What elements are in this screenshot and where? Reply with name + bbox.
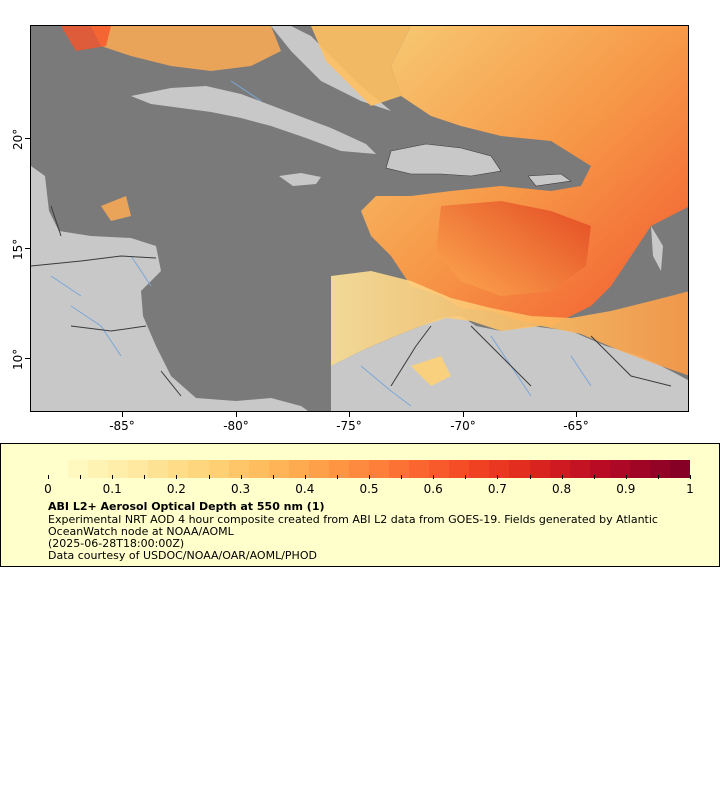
colorbar-swatch [108,460,129,478]
y-tick-label: 10° [11,348,25,370]
colorbar-tick-mark [369,475,370,479]
x-tick-label: -70° [450,419,476,433]
colorbar-tick-mark [690,475,691,479]
colorbar-tick-label: 0.3 [231,482,251,496]
legend-title: ABI L2+ Aerosol Optical Depth at 550 nm … [48,500,325,513]
colorbar-swatch [369,460,390,478]
aod-nw-patch [61,26,111,51]
land-cuba [131,86,376,154]
aod-south-coast [411,356,451,386]
land-puerto-rico [528,174,571,186]
aod-west-patch [101,196,131,221]
y-tick-label: 15° [11,238,25,260]
colorbar-tick-mark [48,475,49,479]
colorbar-swatch [629,460,650,478]
colorbar-tick-mark [304,475,306,479]
x-tick-label: -80° [223,419,249,433]
x-tick-label: -85° [109,419,135,433]
colorbar-swatch [168,460,189,478]
legend-description: Experimental NRT AOD 4 hour composite cr… [48,513,662,538]
legend-timestamp: (2025-06-28T18:00:00Z) [48,537,185,550]
colorbar-swatch [529,460,550,478]
colorbar-swatch [68,460,89,478]
aod-north-coast [311,26,411,106]
colorbar-tick-label: 0.8 [552,482,572,496]
aod-plume-south [331,271,688,376]
land-hispaniola [386,144,501,176]
colorbar-swatch [389,460,410,478]
colorbar-swatch [429,460,450,478]
colorbar-tick-label: 0.5 [359,482,379,496]
colorbar-tick-label: 0.4 [295,482,315,496]
colorbar-swatch [148,460,169,478]
land-lesser-antilles [651,226,663,271]
colorbar-swatch [188,460,209,478]
colorbar-swatch [228,460,249,478]
legend-panel: ABI L2+ Aerosol Optical Depth at 550 nm … [0,443,720,567]
colorbar-swatch [409,460,430,478]
colorbar-tick-label: 0.2 [166,482,186,496]
colorbar-swatch [328,460,349,478]
colorbar-swatch [509,460,530,478]
colorbar-swatch [549,460,570,478]
colorbar-tick-mark [593,475,595,479]
aod-map [31,26,688,411]
land-central-america [31,166,309,411]
colorbar-tick-mark [625,475,627,479]
colorbar-swatch [208,460,229,478]
land-jamaica [279,173,321,186]
colorbar-tick-label: 0.9 [616,482,636,496]
colorbar-swatch [128,460,149,478]
map-panel[interactable] [30,25,689,412]
x-tick-label: -75° [336,419,362,433]
colorbar-tick-label: 0 [44,482,52,496]
border-lines [31,205,672,397]
colorbar-swatch [609,460,630,478]
colorbar-swatch [268,460,289,478]
colorbar-swatch [308,460,329,478]
aod-hotspot [436,201,591,296]
colorbar [48,460,690,478]
colorbar-tick-label: 0.1 [102,482,122,496]
colorbar-swatch [589,460,610,478]
colorbar-tick-label: 1 [686,482,694,496]
colorbar-swatch [449,460,470,478]
colorbar-tick-mark [561,475,563,479]
colorbar-tick-mark [80,475,82,479]
colorbar-tick-mark [208,475,210,479]
colorbar-tick-mark [272,475,274,479]
colorbar-tick-label: 0.6 [423,482,443,496]
y-tick-label: 20° [11,128,25,150]
colorbar-swatch [348,460,369,478]
colorbar-swatch [669,460,690,478]
colorbar-tick-mark [144,475,146,479]
colorbar-swatch [569,460,590,478]
colorbar-tick-mark [433,475,435,479]
colorbar-tick-mark [112,475,114,479]
coast-lines [385,143,572,187]
colorbar-tick-mark [465,475,467,479]
colorbar-swatch [88,460,109,478]
colorbar-swatch [469,460,490,478]
colorbar-swatch [48,460,69,478]
colorbar-swatch [649,460,670,478]
colorbar-swatch [288,460,309,478]
colorbar-tick-mark [529,475,531,479]
colorbar-swatch [489,460,510,478]
colorbar-tick-mark [497,475,499,479]
colorbar-tick-mark [401,475,403,479]
colorbar-tick-mark [176,475,178,479]
colorbar-tick-mark [657,475,659,479]
aod-north [91,26,281,71]
legend-credit: Data courtesy of USDOC/NOAA/OAR/AOML/PHO… [48,549,317,562]
colorbar-tick-mark [240,475,242,479]
x-tick-label: -65° [563,419,589,433]
colorbar-tick-mark [336,475,338,479]
colorbar-tick-label: 0.7 [487,482,507,496]
colorbar-swatch [248,460,269,478]
